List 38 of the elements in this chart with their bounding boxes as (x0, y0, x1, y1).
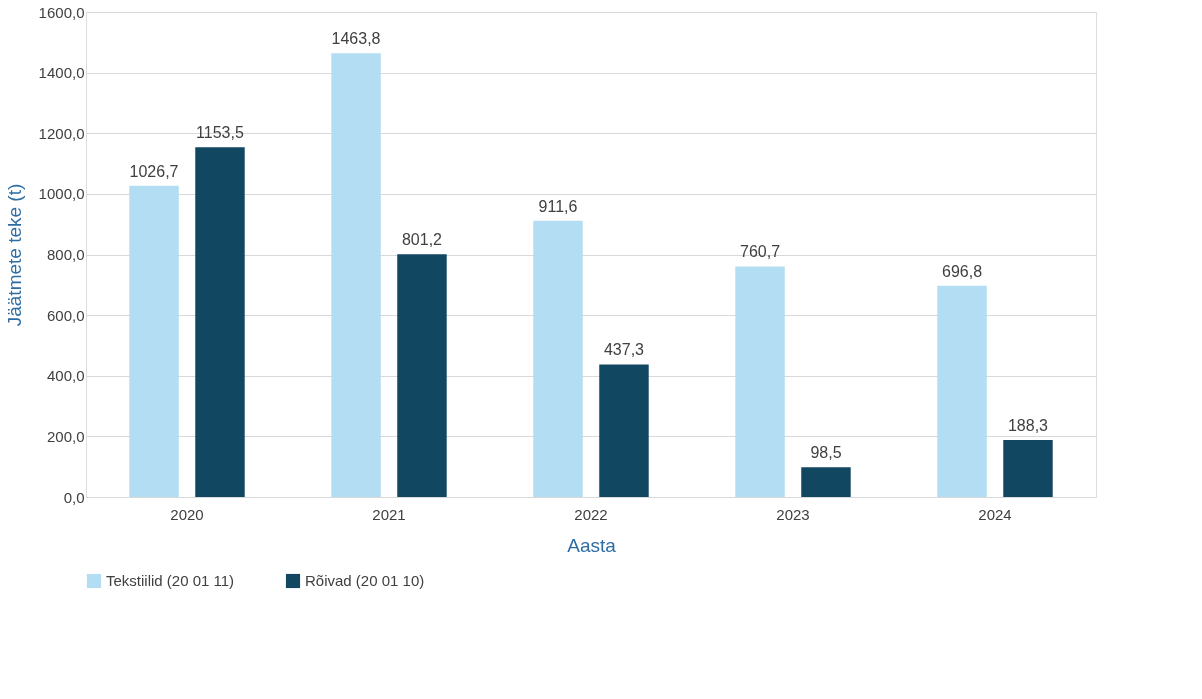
bar (1003, 439, 1053, 497)
x-tick-label: 2020 (170, 505, 204, 523)
data-label: 760,7 (740, 243, 781, 261)
y-tick-label: 1600,0 (38, 3, 85, 21)
legend-label: Rõivad (20 01 10) (305, 572, 425, 589)
bar (397, 254, 447, 497)
y-tick-label: 1200,0 (38, 124, 85, 142)
y-tick-label: 0,0 (63, 488, 85, 506)
x-tick-label: 2022 (574, 505, 608, 523)
data-label: 911,6 (538, 197, 578, 215)
y-tick-label: 800,0 (46, 246, 85, 263)
y-tick-label: 200,0 (46, 427, 85, 445)
bar (195, 147, 245, 497)
bar (599, 364, 649, 497)
x-tick-label: 2023 (776, 505, 810, 523)
x-tick-label: 2024 (978, 505, 1012, 523)
x-tick-label: 2021 (372, 505, 406, 523)
legend-label: Tekstiilid (20 01 11) (106, 572, 235, 589)
data-label: 1026,7 (129, 162, 179, 180)
data-label: 1463,8 (331, 30, 381, 48)
data-label: 98,5 (810, 444, 842, 462)
data-label: 188,3 (1007, 416, 1049, 434)
data-label: 437,3 (603, 341, 645, 359)
bar (331, 53, 381, 497)
y-tick-label: 1000,0 (38, 185, 85, 203)
data-label: 801,2 (401, 231, 443, 249)
bar (937, 285, 987, 497)
bar (533, 220, 583, 497)
y-tick-label: 1400,0 (38, 64, 85, 82)
bar (801, 467, 851, 497)
data-label: 696,8 (942, 262, 983, 280)
data-label: 1153,5 (196, 124, 244, 142)
y-tick-label: 400,0 (46, 367, 85, 385)
y-axis-title: Jäätmete teke (t) (3, 183, 25, 327)
bar (735, 266, 785, 497)
x-axis-title: Aasta (567, 534, 617, 556)
bar (129, 185, 179, 497)
y-tick-label: 600,0 (46, 306, 85, 324)
